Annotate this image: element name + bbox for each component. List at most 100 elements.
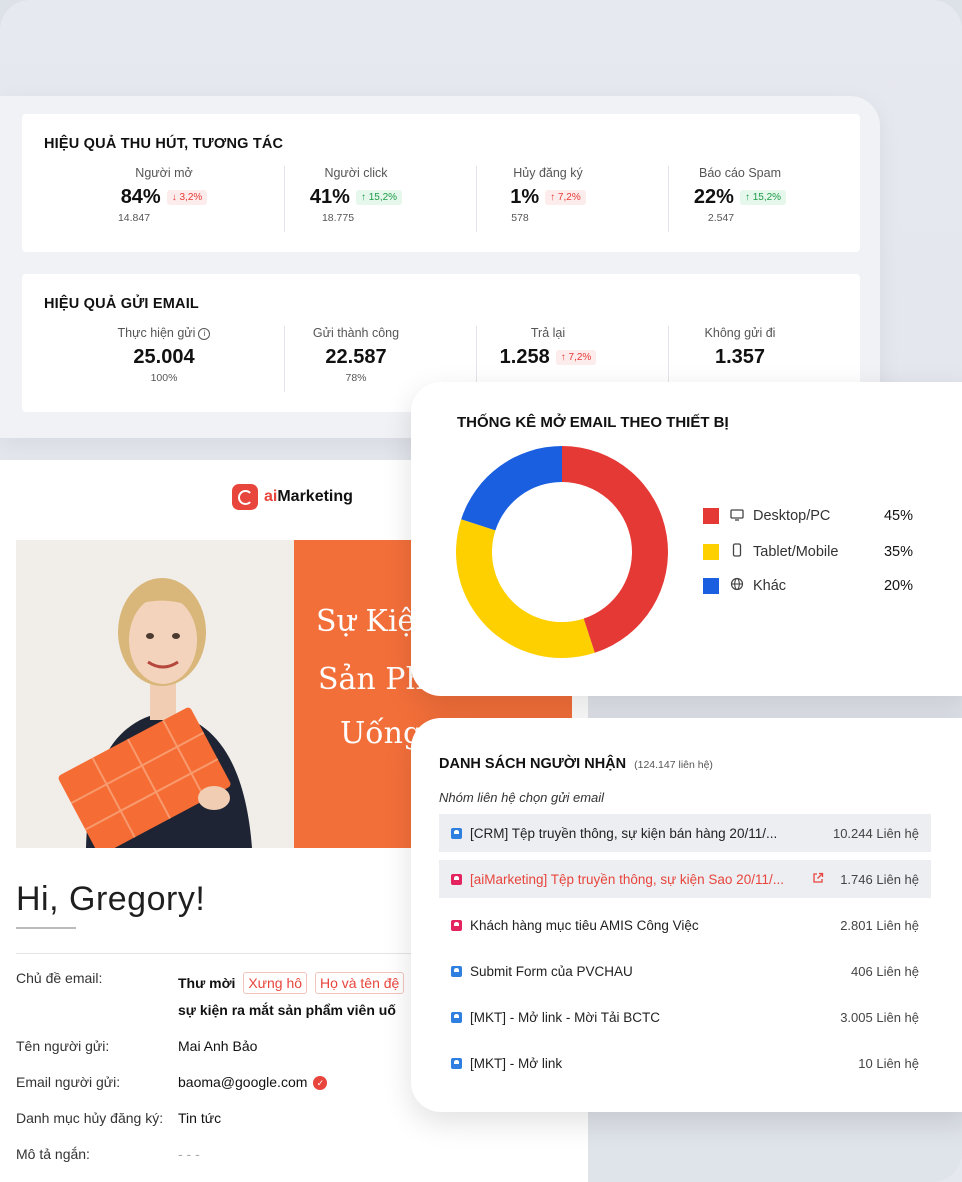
recipient-name: [MKT] - Mở link: [470, 1055, 563, 1071]
metric-count: 578: [511, 212, 529, 224]
metric-label: Không gửi đi: [704, 326, 776, 340]
donut-slice-kh-c: [461, 446, 562, 531]
divider: [668, 166, 669, 232]
legend-swatch: [703, 543, 719, 560]
metric-value: 25.004: [133, 345, 195, 368]
metric-label: Gửi thành công: [312, 326, 400, 340]
brand-prefix: ai: [264, 488, 278, 505]
unsub-value: Tin tức: [178, 1110, 222, 1126]
change-badge: ↑ 7,2%: [545, 189, 586, 205]
subject-line-2: sự kiện ra mắt sản phẩm viên uố: [178, 1002, 396, 1018]
recipients-card: DANH SÁCH NGƯỜI NHẬN (124.147 liên hệ) Nh…: [411, 718, 962, 1112]
device-stats-card: THỐNG KÊ MỞ EMAIL THEO THIẾT BỊ Desktop/…: [411, 382, 962, 696]
recipients-count: (124.147 liên hệ): [634, 759, 713, 771]
divider: [284, 326, 285, 392]
legend-percent: 20%: [883, 577, 913, 594]
metric-value: 22%: [693, 185, 734, 208]
change-badge: ↓ 3,2%: [166, 189, 208, 205]
divider: [668, 326, 669, 392]
sender-label: Tên người gửi:: [16, 1038, 110, 1054]
legend-label: Desktop/PC: [753, 508, 831, 524]
legend-item-desktop: Desktop/PC 45%: [703, 508, 913, 524]
recipient-count: 10.244 Liên hệ: [832, 825, 919, 841]
metric-label: Người mở: [135, 166, 193, 180]
contact-list-icon: [451, 873, 462, 885]
recipient-name: [aiMarketing] Tệp truyền thông, sự kiện …: [470, 871, 784, 887]
email-label: Email người gửi:: [16, 1074, 121, 1090]
metric-bounced: Trả lại 1.258 ↑ 7,2%: [452, 326, 644, 392]
external-link-icon[interactable]: [812, 872, 824, 887]
hero-line-3: Uống: [340, 716, 423, 751]
sending-title: HIỆU QUẢ GỬI EMAIL: [44, 296, 199, 312]
legend-label: Khác: [753, 577, 787, 594]
recipient-row[interactable]: [MKT] - Mở link - Mời Tải BCTC 3.005 Liê…: [439, 998, 931, 1036]
dashboard-panel: HIỆU QUẢ THU HÚT, TƯƠNG TÁC Người mở 84%…: [0, 96, 880, 438]
legend-item-mobile: Tablet/Mobile 35%: [703, 543, 913, 560]
personalize-tag[interactable]: Xưng hô: [243, 972, 308, 994]
info-icon[interactable]: i: [198, 327, 211, 340]
device-stats-title: THỐNG KÊ MỞ EMAIL THEO THIẾT BỊ: [457, 414, 729, 431]
metric-value: 1.258: [499, 345, 550, 368]
metric-clicks: Người click 41% ↑ 15,2% 18.775: [260, 166, 452, 232]
change-badge: ↑ 15,2%: [355, 189, 403, 205]
metric-label: Hủy đăng ký: [513, 166, 583, 180]
mobile-icon: [729, 543, 745, 560]
hero-line-2: Sản Ph: [318, 662, 425, 697]
metric-sub: 78%: [345, 372, 367, 384]
woman-illustration: [58, 578, 252, 848]
recipient-row[interactable]: [aiMarketing] Tệp truyền thông, sự kiện …: [439, 860, 931, 898]
contact-list-icon: [451, 1057, 462, 1069]
greeting: Hi, Gregory!: [16, 880, 206, 918]
contact-list-icon: [451, 965, 462, 977]
recipient-name: Submit Form của PVCHAU: [470, 963, 633, 979]
globe-icon: [729, 577, 745, 594]
metric-delivered: Gửi thành công 22.587 78%: [260, 326, 452, 392]
recipient-count: 3.005 Liên hệ: [840, 1009, 919, 1025]
legend-swatch: [703, 577, 719, 594]
metric-sub: 100%: [150, 372, 178, 384]
brand-suffix: Marketing: [277, 488, 353, 505]
recipient-count: 2.801 Liên hệ: [840, 917, 919, 933]
recipient-row[interactable]: Khách hàng mục tiêu AMIS Công Việc 2.801…: [439, 906, 931, 944]
recipient-row[interactable]: [CRM] Tệp truyền thông, sự kiện bán hàng…: [439, 814, 931, 852]
metric-value: 1.357: [714, 345, 766, 368]
email-value-wrap: baoma@google.com ✓: [178, 1074, 328, 1091]
change-badge: ↑ 7,2%: [555, 349, 597, 365]
legend-item-other: Khác 20%: [703, 577, 913, 594]
metric-value: 22.587: [325, 345, 387, 368]
divider: [476, 166, 477, 232]
personalize-tag[interactable]: Họ và tên đệ: [314, 972, 405, 994]
metric-label: Người click: [324, 166, 388, 180]
subject-value: Thư mời Xưng hô Họ và tên đệ: [178, 972, 405, 994]
greeting-underline: [16, 927, 76, 929]
contact-list-icon: [451, 919, 462, 931]
legend-percent: 45%: [883, 508, 913, 524]
email-value: baoma@google.com: [178, 1074, 308, 1090]
monitor-icon: [729, 508, 745, 524]
metric-value: 84%: [120, 185, 161, 208]
logo-icon: [232, 484, 258, 510]
verified-icon: ✓: [313, 1076, 328, 1091]
recipients-title-text: DANH SÁCH NGƯỜI NHẬN: [439, 756, 627, 772]
metric-opens: Người mở 84% ↓ 3,2% 14.847: [68, 166, 260, 232]
desc-value: - - -: [178, 1146, 200, 1162]
metric-sent: Thực hiện gửi i 25.004 100%: [68, 326, 260, 392]
metric-count: 18.775: [321, 212, 355, 224]
recipient-row[interactable]: Submit Form của PVCHAU 406 Liên hệ: [439, 952, 931, 990]
legend-percent: 35%: [883, 543, 913, 560]
engagement-section: HIỆU QUẢ THU HÚT, TƯƠNG TÁC Người mở 84%…: [22, 114, 860, 252]
donut-slice-desktop-pc: [562, 446, 669, 653]
contact-list-icon: [451, 1011, 462, 1023]
desc-label: Mô tả ngắn:: [16, 1146, 90, 1162]
metric-count: 14.847: [117, 212, 151, 224]
metric-value: 1%: [510, 185, 540, 208]
recipient-row[interactable]: [MKT] - Mở link 10 Liên hệ: [439, 1044, 931, 1082]
recipient-count: 1.746 Liên hệ: [840, 871, 919, 887]
legend-swatch: [703, 508, 719, 524]
donut-slice-tablet-mobile: [456, 519, 595, 658]
metric-value: 41%: [309, 185, 350, 208]
engagement-title: HIỆU QUẢ THU HÚT, TƯƠNG TÁC: [44, 136, 284, 152]
brand-logo: aiMarketing: [232, 484, 353, 510]
unsub-label: Danh mục hủy đăng ký:: [16, 1110, 164, 1126]
subject-label: Chủ đề email:: [16, 970, 103, 986]
